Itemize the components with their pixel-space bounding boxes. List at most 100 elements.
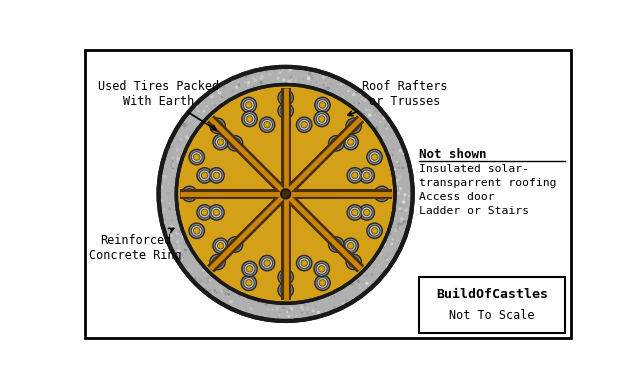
Circle shape (221, 290, 224, 293)
Circle shape (349, 170, 360, 181)
Circle shape (314, 261, 330, 276)
Circle shape (316, 114, 327, 124)
Circle shape (364, 100, 365, 102)
Circle shape (394, 228, 397, 232)
Circle shape (399, 187, 402, 190)
Circle shape (210, 254, 225, 270)
Circle shape (328, 237, 344, 252)
Circle shape (237, 81, 239, 83)
Circle shape (196, 279, 198, 280)
Circle shape (210, 118, 225, 134)
Circle shape (323, 89, 327, 93)
Circle shape (172, 157, 174, 159)
Circle shape (199, 279, 203, 283)
Circle shape (360, 102, 362, 103)
Circle shape (378, 264, 380, 265)
Circle shape (257, 72, 258, 73)
Circle shape (209, 289, 211, 291)
Circle shape (174, 189, 175, 190)
Circle shape (194, 116, 195, 117)
Circle shape (182, 235, 184, 238)
Circle shape (397, 153, 399, 154)
Circle shape (214, 276, 218, 280)
Circle shape (178, 249, 180, 252)
Circle shape (362, 102, 365, 104)
Circle shape (172, 160, 173, 162)
Circle shape (191, 252, 193, 255)
Circle shape (175, 231, 179, 235)
Circle shape (405, 194, 408, 197)
Circle shape (236, 85, 239, 89)
Circle shape (307, 75, 308, 77)
Circle shape (180, 254, 182, 256)
Circle shape (246, 310, 247, 311)
Circle shape (193, 227, 200, 234)
Circle shape (257, 83, 259, 85)
Circle shape (172, 167, 174, 170)
Circle shape (176, 161, 178, 162)
Circle shape (388, 122, 391, 126)
Circle shape (367, 149, 382, 165)
Circle shape (343, 300, 345, 302)
Circle shape (282, 274, 289, 280)
Circle shape (206, 281, 209, 284)
Circle shape (305, 302, 307, 305)
Circle shape (232, 140, 238, 147)
Circle shape (333, 306, 336, 310)
Circle shape (362, 207, 372, 218)
Circle shape (197, 110, 199, 112)
Circle shape (246, 116, 253, 122)
Circle shape (212, 293, 216, 296)
Circle shape (396, 248, 398, 250)
Circle shape (288, 309, 291, 311)
Circle shape (252, 77, 255, 80)
Circle shape (351, 209, 358, 216)
Circle shape (228, 293, 230, 296)
Circle shape (312, 309, 315, 312)
Circle shape (176, 84, 395, 303)
Circle shape (346, 254, 362, 270)
Circle shape (175, 240, 178, 242)
Circle shape (400, 207, 403, 210)
Circle shape (386, 240, 387, 241)
Circle shape (371, 273, 373, 276)
Circle shape (323, 88, 326, 92)
Circle shape (247, 84, 249, 86)
Circle shape (236, 291, 238, 294)
Circle shape (358, 102, 360, 104)
Circle shape (179, 231, 180, 233)
Circle shape (177, 157, 179, 161)
Circle shape (216, 291, 218, 294)
Circle shape (223, 288, 227, 292)
Circle shape (260, 74, 264, 78)
Circle shape (365, 98, 369, 101)
Circle shape (259, 117, 275, 132)
Circle shape (189, 149, 204, 165)
Circle shape (190, 122, 191, 123)
Circle shape (348, 257, 359, 267)
Circle shape (306, 312, 308, 314)
Circle shape (383, 243, 386, 246)
Circle shape (324, 81, 328, 84)
Circle shape (380, 271, 383, 274)
Circle shape (366, 117, 368, 119)
Circle shape (371, 154, 378, 161)
Circle shape (167, 182, 171, 186)
Circle shape (291, 79, 292, 80)
Circle shape (397, 167, 400, 169)
Circle shape (365, 109, 367, 111)
Circle shape (394, 169, 396, 170)
Circle shape (291, 314, 293, 316)
Circle shape (367, 287, 369, 289)
Circle shape (353, 283, 356, 286)
Circle shape (387, 122, 388, 124)
Circle shape (193, 154, 200, 161)
Circle shape (171, 225, 174, 229)
Circle shape (380, 253, 382, 255)
Circle shape (241, 97, 257, 113)
Text: Roof Rafters
or Trusses: Roof Rafters or Trusses (348, 80, 448, 116)
Circle shape (227, 295, 230, 297)
Circle shape (282, 94, 289, 101)
Circle shape (244, 74, 248, 78)
Circle shape (331, 239, 342, 250)
